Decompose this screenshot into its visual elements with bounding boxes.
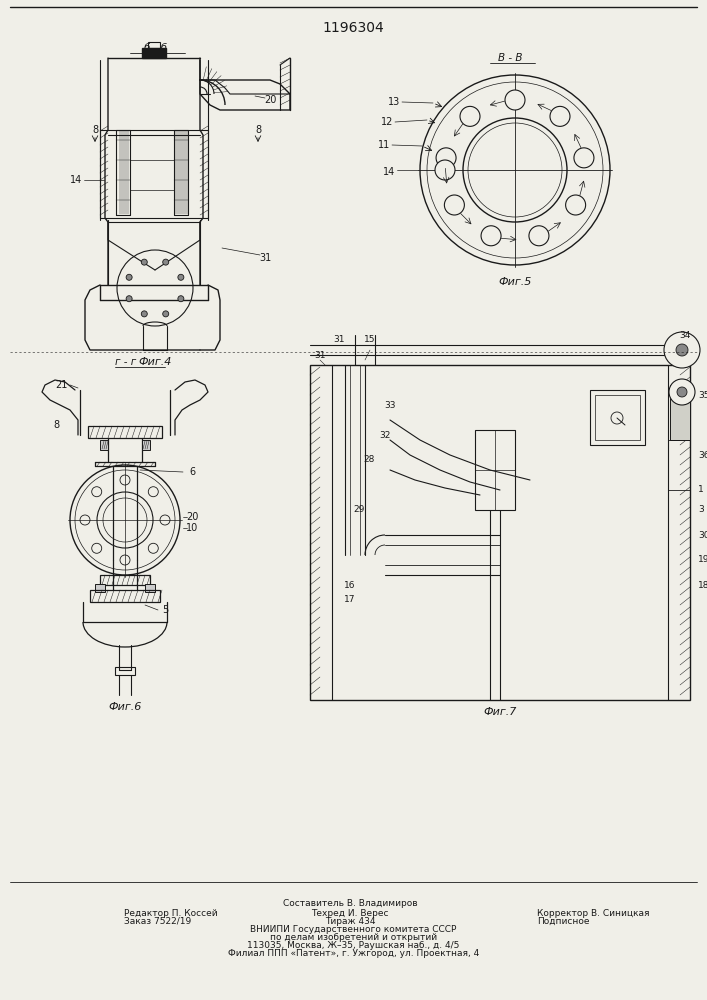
Text: 15: 15: [364, 336, 375, 344]
Text: 1: 1: [698, 486, 703, 494]
Text: 8: 8: [92, 125, 98, 135]
Text: 11: 11: [378, 140, 390, 150]
Text: 29: 29: [354, 506, 365, 514]
Circle shape: [120, 475, 130, 485]
Bar: [142, 440, 150, 450]
Circle shape: [460, 106, 480, 126]
Text: 31: 31: [314, 351, 326, 360]
Text: по делам изобретений и открытий: по делам изобретений и открытий: [270, 934, 437, 942]
Circle shape: [178, 296, 184, 302]
Text: Составитель В. Владимиров: Составитель В. Владимиров: [283, 900, 417, 908]
Text: 33: 33: [384, 400, 396, 410]
Circle shape: [550, 106, 570, 126]
Text: 18: 18: [698, 580, 707, 589]
Bar: [310, 365, 690, 700]
Circle shape: [126, 274, 132, 280]
Text: 31: 31: [259, 253, 271, 263]
Text: В - В: В - В: [498, 53, 522, 63]
Text: 16: 16: [344, 580, 356, 589]
Text: 8: 8: [255, 125, 261, 135]
Text: г - г: г - г: [115, 357, 136, 367]
Text: 113035, Москва, Ж–35, Раушская наб., д. 4/5: 113035, Москва, Ж–35, Раушская наб., д. …: [247, 942, 460, 950]
Text: 30: 30: [698, 530, 707, 540]
Bar: [145, 584, 155, 592]
Circle shape: [566, 195, 585, 215]
Text: 12: 12: [380, 117, 393, 127]
Text: 19: 19: [698, 556, 707, 564]
Circle shape: [163, 259, 169, 265]
Text: 36: 36: [698, 450, 707, 460]
Bar: [100, 440, 108, 450]
Text: 14: 14: [382, 167, 395, 177]
Circle shape: [529, 226, 549, 246]
Circle shape: [126, 296, 132, 302]
Circle shape: [178, 274, 184, 280]
Circle shape: [677, 387, 687, 397]
Text: 34: 34: [679, 330, 691, 340]
Text: Фиг.7: Фиг.7: [484, 707, 517, 717]
Text: Техред И. Верес: Техред И. Верес: [311, 908, 389, 918]
Circle shape: [676, 344, 688, 356]
Circle shape: [148, 487, 158, 497]
Circle shape: [148, 543, 158, 553]
Text: 14: 14: [70, 175, 82, 185]
Text: Фиг.6: Фиг.6: [108, 702, 141, 712]
Circle shape: [120, 555, 130, 565]
Text: 10: 10: [186, 523, 198, 533]
Text: 8: 8: [54, 420, 60, 430]
Bar: [475, 430, 515, 510]
Circle shape: [435, 160, 455, 180]
Bar: [115, 667, 135, 675]
Text: Фиг.4: Фиг.4: [139, 357, 172, 367]
Text: Подписное: Подписное: [537, 916, 590, 926]
Circle shape: [163, 311, 169, 317]
Text: 35: 35: [698, 390, 707, 399]
Circle shape: [445, 195, 464, 215]
Text: 21: 21: [56, 380, 68, 390]
Circle shape: [141, 259, 147, 265]
Text: 13: 13: [387, 97, 400, 107]
Circle shape: [574, 148, 594, 168]
Bar: [95, 584, 105, 592]
Text: 20: 20: [264, 95, 276, 105]
Circle shape: [80, 515, 90, 525]
Text: 5: 5: [162, 605, 168, 615]
Text: 32: 32: [380, 430, 391, 440]
Circle shape: [664, 332, 700, 368]
Text: 20: 20: [186, 512, 198, 522]
Text: 17: 17: [344, 595, 356, 604]
Circle shape: [669, 379, 695, 405]
Circle shape: [160, 515, 170, 525]
Text: Фиг.5: Фиг.5: [498, 277, 532, 287]
Circle shape: [436, 148, 456, 168]
Text: Заказ 7522/19: Заказ 7522/19: [124, 916, 191, 926]
Bar: [90, 590, 160, 602]
Bar: [148, 42, 160, 48]
Text: ВНИИПИ Государственного комитета СССР: ВНИИПИ Государственного комитета СССР: [250, 926, 457, 934]
Bar: [100, 575, 150, 585]
Text: 1196304: 1196304: [322, 21, 384, 35]
Text: Тираж 434: Тираж 434: [325, 916, 375, 926]
Bar: [670, 385, 690, 440]
Text: 3: 3: [698, 506, 703, 514]
Circle shape: [481, 226, 501, 246]
Text: б - б: б - б: [144, 43, 167, 53]
Text: 6: 6: [189, 467, 195, 477]
Circle shape: [92, 543, 102, 553]
Circle shape: [505, 90, 525, 110]
Text: Корректор В. Синицкая: Корректор В. Синицкая: [537, 908, 650, 918]
Text: 31: 31: [334, 336, 345, 344]
Text: Филиал ППП «Патент», г. Ужгород, ул. Проектная, 4: Филиал ППП «Патент», г. Ужгород, ул. Про…: [228, 950, 479, 958]
Bar: [590, 390, 645, 445]
Text: 28: 28: [363, 456, 375, 464]
Circle shape: [92, 487, 102, 497]
Bar: [595, 395, 640, 440]
Bar: [142, 48, 166, 58]
Circle shape: [141, 311, 147, 317]
Bar: [88, 426, 162, 438]
Text: Редактор П. Коссей: Редактор П. Коссей: [124, 908, 217, 918]
